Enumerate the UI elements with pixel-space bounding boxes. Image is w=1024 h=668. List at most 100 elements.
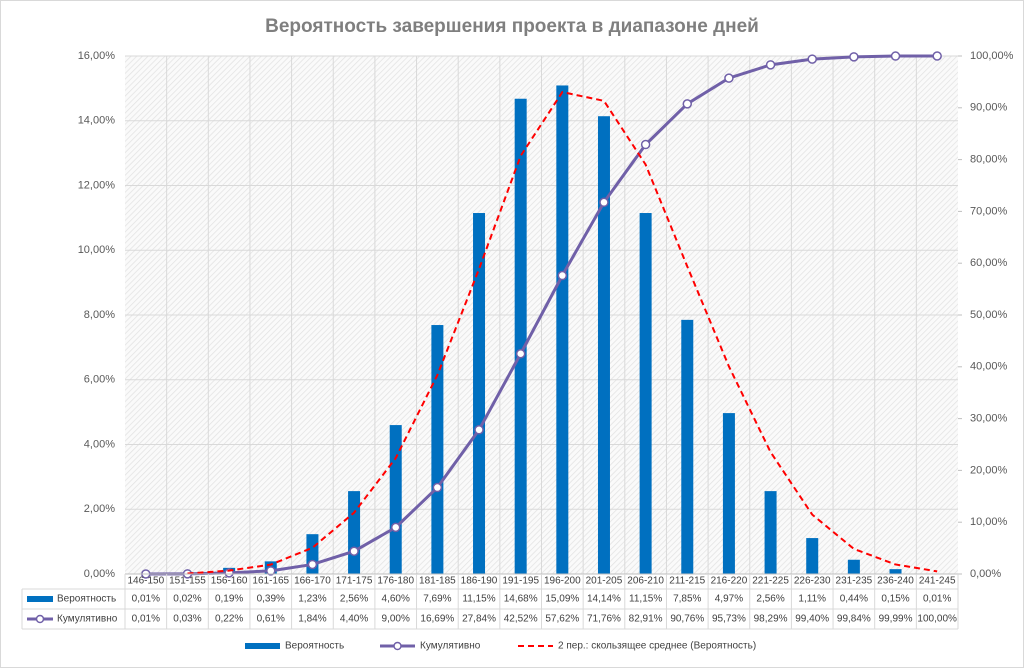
y-tick-label: 10,00%: [78, 244, 116, 256]
bar: [681, 319, 694, 574]
y2-tick-label: 100,00%: [970, 50, 1014, 62]
marker: [640, 139, 651, 150]
legend-key: [245, 643, 280, 649]
marker: [307, 559, 318, 570]
table-cell: 7,69%: [423, 594, 451, 605]
legend-key: [27, 596, 53, 602]
x-tick-label: 156-160: [211, 576, 248, 587]
chart-title: Вероятность завершения проекта в диапазо…: [265, 16, 759, 37]
x-tick-label: 161-165: [252, 576, 289, 587]
legend-label: Вероятность: [285, 641, 344, 652]
table-cell: 0,01%: [132, 614, 160, 625]
legend-marker: [35, 614, 45, 624]
bar: [764, 491, 777, 574]
marker: [724, 73, 734, 83]
y2-tick-label: 50,00%: [970, 309, 1008, 321]
table-cell: 4,97%: [715, 594, 743, 605]
table-cell: 0,02%: [173, 594, 201, 605]
legend-label: 2 пер.: скользящее среднее (Вероятность): [558, 641, 756, 652]
table-cell: 9,00%: [382, 614, 410, 625]
table-cell: 1,84%: [298, 614, 326, 625]
table-cell: 95,73%: [712, 614, 746, 625]
marker: [849, 52, 859, 62]
x-tick-label: 186-190: [461, 576, 498, 587]
marker: [390, 522, 401, 533]
x-tick-label: 146-150: [127, 576, 164, 587]
table-cell: 0,15%: [881, 594, 909, 605]
x-tick-label: 181-185: [419, 576, 456, 587]
table-cell: 1,11%: [798, 594, 826, 605]
bar: [639, 213, 652, 575]
y-tick-label: 14,00%: [78, 115, 116, 127]
y2-tick-label: 30,00%: [970, 413, 1008, 425]
x-tick-label: 166-170: [294, 576, 331, 587]
y-tick-label: 6,00%: [84, 374, 115, 386]
bar: [348, 491, 361, 574]
marker: [682, 99, 693, 109]
x-tick-label: 231-235: [836, 576, 873, 587]
table-cell: 11,15%: [629, 594, 662, 605]
marker: [765, 60, 776, 70]
bar: [722, 413, 735, 574]
table-row-header: Вероятность: [57, 594, 116, 605]
table-cell: 16,69%: [420, 614, 454, 625]
x-tick-label: 171-175: [336, 576, 373, 587]
marker: [266, 566, 276, 576]
series-line: [187, 90, 938, 575]
table-cell: 0,01%: [132, 594, 160, 605]
marker: [432, 482, 443, 493]
table-cell: 0,61%: [257, 614, 285, 625]
series-line: [145, 54, 938, 576]
marker: [932, 51, 942, 61]
table-cell: 27,84%: [462, 614, 496, 625]
x-tick-label: 151-155: [169, 576, 206, 587]
x-tick-label: 211-215: [669, 576, 705, 587]
bar: [597, 116, 610, 574]
x-tick-label: 236-240: [877, 576, 914, 587]
table-cell: 99,84%: [837, 614, 871, 625]
table-cell: 0,03%: [173, 614, 201, 625]
table-cell: 14,68%: [504, 594, 538, 605]
table-cell: 15,09%: [545, 594, 579, 605]
table-cell: 14,14%: [587, 594, 621, 605]
x-tick-label: 241-245: [919, 576, 956, 587]
bar: [389, 425, 402, 574]
table-cell: 4,60%: [382, 594, 410, 605]
bar: [806, 538, 819, 574]
bar: [556, 85, 569, 575]
table-cell: 0,44%: [840, 594, 868, 605]
marker: [599, 197, 609, 208]
bar: [514, 98, 527, 575]
table-cell: 11,15%: [462, 594, 495, 605]
y2-tick-label: 80,00%: [970, 154, 1008, 166]
y-tick-label: 12,00%: [78, 179, 116, 191]
y-tick-label: 4,00%: [84, 438, 115, 450]
x-tick-label: 206-210: [627, 576, 664, 587]
table-cell: 2,56%: [340, 594, 368, 605]
x-tick-label: 201-205: [586, 576, 623, 587]
table-cell: 71,76%: [587, 614, 621, 625]
legend-label: Кумулятивно: [420, 641, 481, 652]
y2-tick-label: 70,00%: [970, 205, 1008, 217]
bar: [431, 325, 444, 574]
marker: [890, 51, 901, 61]
y2-tick-label: 10,00%: [970, 516, 1008, 528]
table-cell: 99,40%: [795, 614, 829, 625]
y2-tick-label: 90,00%: [970, 102, 1008, 114]
marker: [515, 348, 526, 359]
y-tick-label: 8,00%: [84, 309, 115, 321]
y2-tick-label: 0,00%: [970, 568, 1001, 580]
bar: [473, 213, 486, 575]
table-cell: 0,39%: [257, 594, 285, 605]
marker: [474, 425, 484, 435]
marker: [807, 54, 817, 64]
bar: [847, 559, 860, 574]
bar: [889, 569, 902, 574]
y2-tick-label: 40,00%: [970, 361, 1008, 373]
y2-tick-label: 20,00%: [970, 464, 1008, 476]
y-tick-label: 16,00%: [78, 50, 116, 62]
x-tick-label: 196-200: [544, 576, 581, 587]
marker: [349, 546, 359, 556]
table-cell: 0,19%: [215, 594, 243, 605]
